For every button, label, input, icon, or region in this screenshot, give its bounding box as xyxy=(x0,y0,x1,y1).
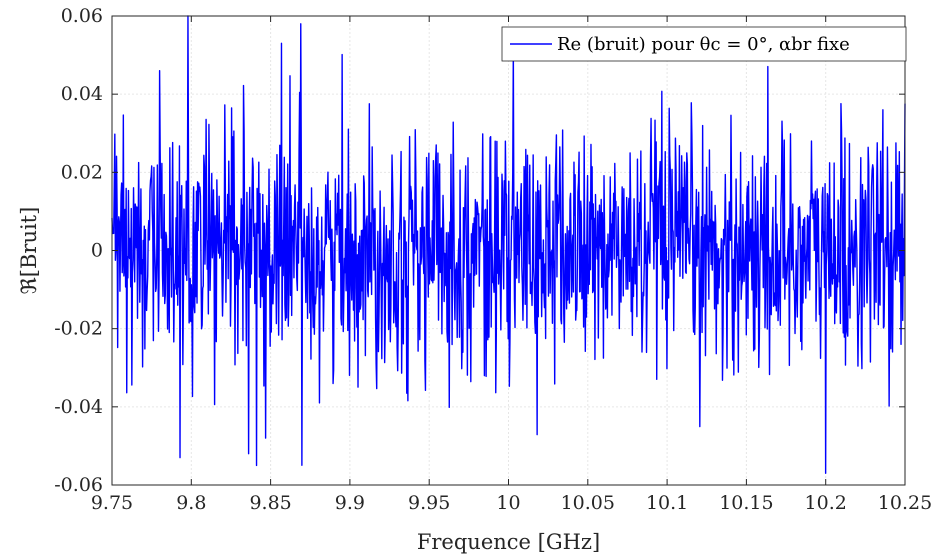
x-tick-label: 9.8 xyxy=(176,492,206,514)
x-tick-labels: 9.75 9.8 9.85 9.9 9.95 10 10.05 10.1 10.15 10.2 10… xyxy=(91,492,932,514)
y-tick-label: 0 xyxy=(91,240,103,262)
x-tick-label: 9.9 xyxy=(335,492,365,514)
x-tick-label: 10.2 xyxy=(805,492,847,514)
axis-ticks xyxy=(111,15,906,486)
x-tick-label: 9.75 xyxy=(91,492,133,514)
y-tick-label: -0.04 xyxy=(54,396,103,418)
y-tick-labels: 0.06 0.04 0.02 0 -0.02 -0.04 -0.06 xyxy=(54,5,103,496)
series-line-re-bruit xyxy=(111,15,906,474)
x-tick-label: 9.85 xyxy=(249,492,291,514)
y-tick-label: -0.02 xyxy=(54,318,103,340)
x-tick-label: 10.15 xyxy=(719,492,773,514)
x-tick-label: 10.05 xyxy=(561,492,615,514)
y-axis-label: ℜ[Bruit] xyxy=(17,207,41,295)
legend-box xyxy=(501,26,907,62)
x-tick-label: 10.25 xyxy=(878,492,932,514)
legend: Re (bruit) pour θc = 0°, αbr fixe xyxy=(501,26,907,62)
series-line xyxy=(111,15,906,474)
y-tick-label: -0.06 xyxy=(54,474,103,496)
y-tick-label: 0.06 xyxy=(61,5,103,27)
legend-label: Re (bruit) pour θc = 0°, αbr fixe xyxy=(557,34,850,55)
x-tick-label: 9.95 xyxy=(408,492,450,514)
x-axis-label: Frequence [GHz] xyxy=(417,530,600,554)
y-tick-label: 0.02 xyxy=(61,161,103,183)
y-tick-label: 0.04 xyxy=(61,83,103,105)
x-tick-label: 10 xyxy=(496,492,520,514)
x-tick-label: 10.1 xyxy=(646,492,688,514)
